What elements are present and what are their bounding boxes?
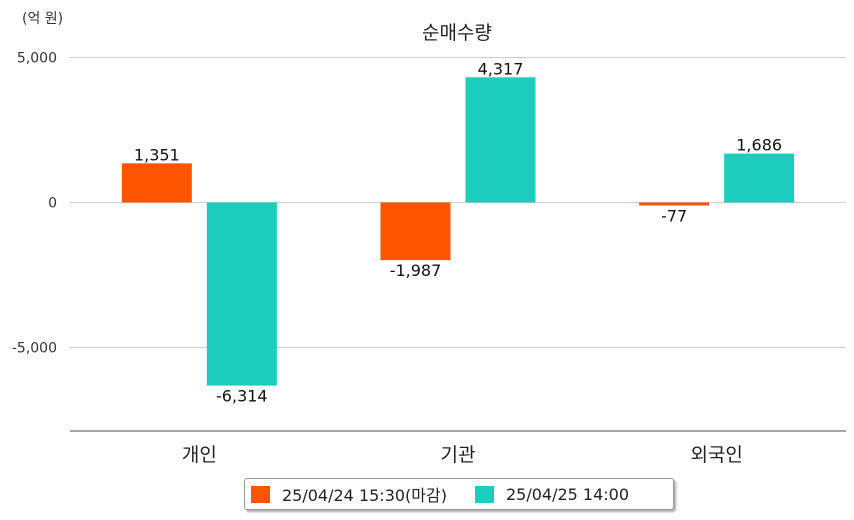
chart-legend: 25/04/24 15:30(마감) 25/04/25 14:00 [244,478,674,510]
legend-label-series-1: 25/04/24 15:30(마감) [282,486,447,505]
bar-chart: 5,000 0 -5,000 1,351 -6,314 개인 -1,987 4,317 기관 -7… [12,51,846,466]
x-tick-label: 개인 [182,444,217,466]
legend-item-series-1[interactable]: 25/04/24 15:30(마감) [251,482,447,506]
legend-swatch-series-2 [474,485,494,503]
chart-title: 순매수량 [422,22,492,44]
bar-1-3 [639,202,710,206]
data-label: -77 [661,207,687,226]
unit-label: (억 원) [22,11,64,27]
x-tick-label: 기관 [441,444,476,466]
legend-item-series-2[interactable]: 25/04/25 14:00 [474,484,630,504]
bar-2-1 [206,202,277,386]
y-tick-label: 0 [48,196,57,212]
bar-2-2 [465,77,536,203]
data-label: 4,317 [478,59,524,78]
data-label: -6,314 [216,387,268,406]
legend-swatch-series-1 [251,485,270,503]
legend-label-series-2: 25/04/25 14:00 [505,484,630,504]
bar-2-3 [724,153,795,203]
bar-1-1 [121,163,192,203]
y-tick-label: -5,000 [12,341,57,357]
data-label: 1,686 [736,136,782,155]
bar-1-2 [380,202,451,261]
y-tick-label: 5,000 [17,51,57,67]
x-tick-label: 외국인 [690,444,742,466]
data-label: -1,987 [390,261,442,280]
data-label: 1,351 [134,145,180,164]
